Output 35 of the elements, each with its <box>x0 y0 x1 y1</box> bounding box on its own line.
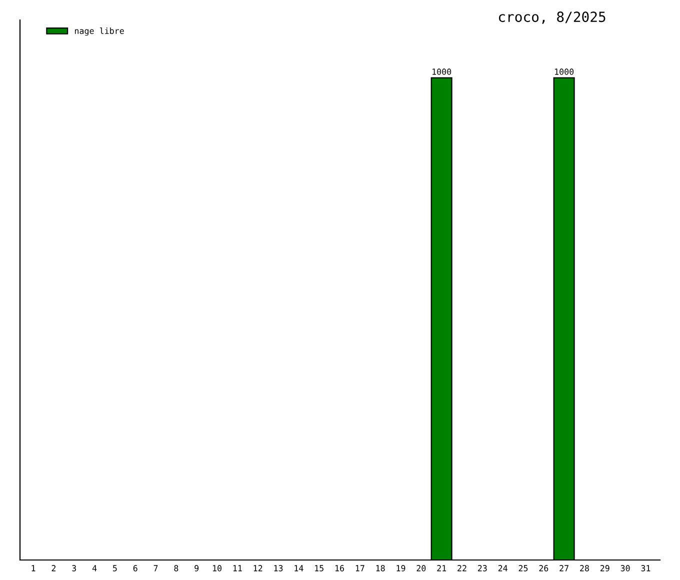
x-tick-label: 27 <box>560 565 568 572</box>
x-tick-label: 5 <box>113 565 117 572</box>
x-tick-label: 25 <box>518 565 528 572</box>
legend-label: nage libre <box>74 28 124 36</box>
x-tick-label: 1 <box>32 565 36 572</box>
x-tick-label: 6 <box>133 565 138 572</box>
x-tick-label: 19 <box>396 565 406 572</box>
x-tick-label: 3 <box>72 565 76 572</box>
x-tick-label: 15 <box>315 565 324 572</box>
x-tick-label: 30 <box>620 565 630 572</box>
x-tick-label: 16 <box>335 565 344 572</box>
data-label: 1000 <box>432 68 452 75</box>
x-tick-label: 7 <box>154 565 158 572</box>
x-tick-label: 10 <box>212 565 222 572</box>
x-tick-label: 17 <box>356 565 364 572</box>
x-tick-label: 2 <box>52 565 56 572</box>
x-tick-label: 13 <box>274 565 283 572</box>
data-label: 1000 <box>555 68 574 75</box>
x-tick-label: 4 <box>92 565 97 572</box>
x-tick-label: 31 <box>641 565 650 572</box>
x-tick-label: 14 <box>294 565 304 572</box>
x-tick-label: 22 <box>458 565 466 572</box>
x-tick-label: 8 <box>174 565 178 572</box>
x-tick-label: 28 <box>580 565 589 572</box>
x-tick-label: 11 <box>233 565 242 572</box>
x-tick-label: 20 <box>416 565 426 572</box>
x-tick-label: 24 <box>498 565 508 572</box>
chart-title: croco, 8/2025 <box>498 12 606 24</box>
x-tick-label: 26 <box>539 565 548 572</box>
x-tick-label: 12 <box>254 565 262 572</box>
x-tick-label: 29 <box>600 565 610 572</box>
x-tick-label: 18 <box>376 565 385 572</box>
x-tick-label: 9 <box>194 565 199 572</box>
x-tick-label: 23 <box>478 565 487 572</box>
x-tick-label: 21 <box>437 565 446 572</box>
